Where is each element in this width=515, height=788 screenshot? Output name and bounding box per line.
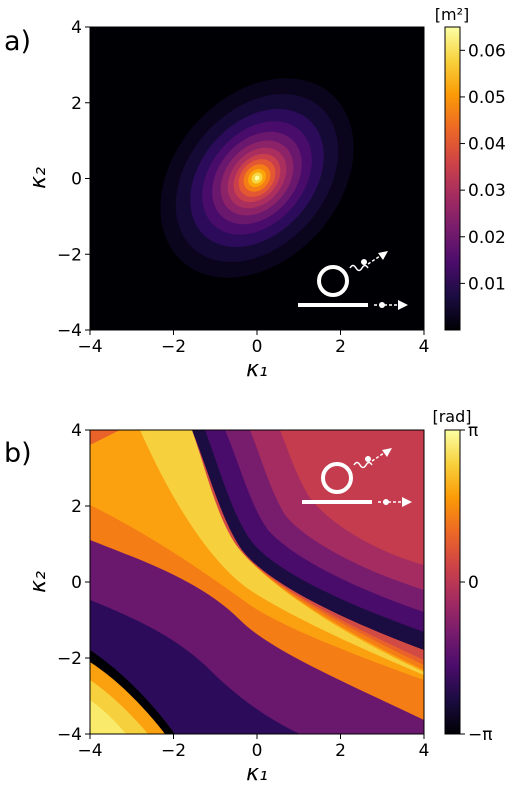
colorbar-b <box>444 429 461 735</box>
ring-emission-icon <box>298 251 408 310</box>
colorbar-b-unit: [rad] <box>432 407 471 426</box>
colorbar-tick-label: 0 <box>468 573 479 593</box>
colorbar-tick-label: 0.01 <box>468 274 506 294</box>
colorbar-tick-label: π <box>468 421 478 441</box>
y-axis-a-label: κ₂ <box>26 167 51 189</box>
ring-emission-icon <box>302 448 412 507</box>
colorbar-tick-label: 0.02 <box>468 228 506 248</box>
x-axis-b: −4 −2 0 2 4 <box>77 734 429 761</box>
x-tick-label: −4 <box>77 741 102 761</box>
panel-b: b) −4 −2 0 2 4 −4 −2 0 2 4 <box>4 407 492 786</box>
x-tick-label: −4 <box>77 337 102 357</box>
colorbar-a-unit: [m²] <box>435 5 469 24</box>
y-axis-a: −4 −2 0 2 4 <box>57 18 90 341</box>
x-tick-label: 4 <box>419 337 430 357</box>
y-tick-label: −4 <box>57 725 82 745</box>
panel-b-label: b) <box>4 438 32 469</box>
x-axis-a: −4 −2 0 2 4 <box>77 330 429 357</box>
x-tick-label: 4 <box>419 741 430 761</box>
y-axis-b-label: κ₂ <box>26 571 51 593</box>
heatmap-a-peak <box>160 78 354 278</box>
colorbar-tick-label: 0.06 <box>468 41 506 61</box>
heatmap-b <box>90 430 424 734</box>
heatmap-a <box>90 27 424 330</box>
x-tick-label: 0 <box>252 741 263 761</box>
x-tick-label: −2 <box>161 337 186 357</box>
x-tick-label: 2 <box>335 741 346 761</box>
x-axis-b-label: κ₁ <box>246 761 268 786</box>
y-tick-label: −2 <box>57 245 82 265</box>
y-tick-label: 4 <box>71 421 82 441</box>
y-tick-label: 2 <box>71 497 82 517</box>
panel-a: a) −4 −2 0 2 4 −4 −2 0 2 4 κ₁ κ₂ <box>4 5 506 382</box>
y-tick-label: 0 <box>71 170 82 190</box>
x-tick-label: 2 <box>335 337 346 357</box>
colorbar-tick-label: −π <box>468 725 492 745</box>
x-tick-label: 0 <box>252 337 263 357</box>
colorbar-a <box>444 26 461 331</box>
colorbar-tick-label: 0.04 <box>468 135 506 155</box>
y-tick-label: 4 <box>71 18 82 38</box>
y-tick-label: −4 <box>57 321 82 341</box>
colorbar-a-ticks: 0.01 0.02 0.03 0.04 0.05 0.06 <box>460 41 506 294</box>
y-tick-label: 2 <box>71 94 82 114</box>
y-tick-label: −2 <box>57 649 82 669</box>
y-tick-label: 0 <box>71 573 82 593</box>
colorbar-tick-label: 0.03 <box>468 181 506 201</box>
panel-a-label: a) <box>4 26 31 57</box>
x-axis-a-label: κ₁ <box>246 357 268 382</box>
y-axis-b: −4 −2 0 2 4 <box>57 421 90 745</box>
colorbar-b-ticks: π 0 −π <box>460 421 492 745</box>
x-tick-label: −2 <box>161 741 186 761</box>
colorbar-tick-label: 0.05 <box>468 88 506 108</box>
